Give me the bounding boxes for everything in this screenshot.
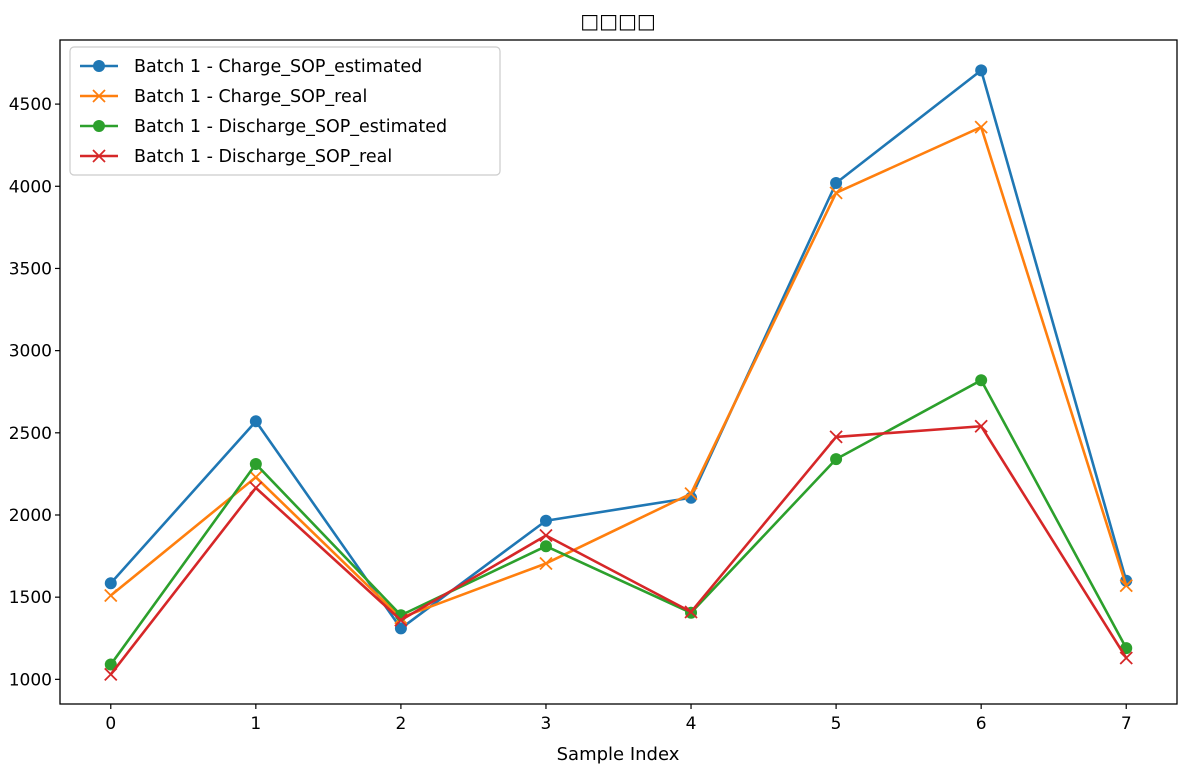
data-point	[684, 605, 698, 619]
x-tick-label: 0	[105, 714, 116, 734]
y-tick-label: 3500	[9, 259, 52, 279]
x-tick-label: 4	[686, 714, 697, 734]
y-axis: 1000 1500 2000 2500 3000 3500 4000 4500	[9, 95, 60, 690]
legend-marker	[92, 149, 106, 163]
data-point	[830, 453, 843, 466]
data-point	[539, 556, 553, 571]
x-tick-label: 3	[541, 714, 552, 734]
data-point	[104, 658, 117, 671]
data-point	[974, 120, 988, 134]
x-axis-title: Sample Index	[557, 744, 680, 765]
y-tick-label: 1000	[9, 670, 52, 690]
data-point	[104, 667, 118, 682]
legend: Batch 1 - Charge_SOP_estimated Batch 1 - …	[69, 46, 501, 176]
y-tick-label: 4500	[9, 95, 52, 115]
y-tick-label: 3000	[9, 342, 52, 362]
legend-marker	[93, 60, 105, 72]
data-point	[539, 528, 553, 543]
series-line	[109, 424, 1128, 676]
y-tick-label: 2500	[9, 424, 52, 444]
data-point	[249, 458, 262, 471]
x-tick-label: 5	[831, 714, 842, 734]
x-tick-label: 1	[250, 714, 261, 734]
data-point	[104, 588, 118, 603]
data-point	[249, 470, 263, 484]
legend-box	[69, 46, 501, 176]
legend-entry: Batch 1 - Discharge_SOP_real	[80, 147, 392, 167]
plot-area	[59, 39, 1178, 705]
series-2	[104, 374, 1133, 671]
data-point	[394, 622, 407, 635]
data-point	[539, 514, 552, 527]
y-tick-label: 4000	[9, 177, 52, 197]
series-line	[109, 125, 1128, 620]
data-point	[1119, 651, 1133, 665]
data-point	[539, 540, 552, 553]
legend-label: Batch 1 - Discharge_SOP_estimated	[134, 117, 447, 137]
legend-marker	[93, 120, 105, 132]
legend-entry: Batch 1 - Discharge_SOP_estimated	[80, 117, 447, 137]
legend-marker	[92, 89, 106, 103]
series-layer	[104, 64, 1133, 682]
data-point	[829, 186, 843, 200]
legend-entry: Batch 1 - Charge_SOP_real	[80, 87, 367, 107]
y-tick-label: 2000	[9, 506, 52, 526]
x-axis: 0 1 2 3 4 5 6 7	[105, 704, 1132, 734]
series-line	[109, 378, 1128, 666]
x-tick-label: 2	[395, 714, 406, 734]
data-point	[975, 64, 988, 77]
data-point	[1119, 579, 1133, 593]
data-point	[394, 613, 408, 627]
series-3	[104, 419, 1133, 682]
data-point	[975, 374, 988, 387]
x-tick-label: 6	[976, 714, 987, 734]
data-point	[104, 577, 117, 590]
data-point	[684, 486, 698, 501]
legend-label: Batch 1 - Charge_SOP_estimated	[134, 57, 422, 77]
data-point	[249, 481, 263, 495]
series-1	[104, 120, 1133, 625]
data-point	[829, 430, 843, 444]
series-line	[109, 69, 1128, 630]
x-tick-label: 7	[1121, 714, 1132, 734]
y-tick-label: 1500	[9, 588, 52, 608]
legend-label: Batch 1 - Charge_SOP_real	[134, 87, 367, 107]
chart-title: □□□□	[580, 9, 656, 33]
data-point	[830, 176, 843, 189]
data-point	[249, 415, 262, 428]
legend-label: Batch 1 - Discharge_SOP_real	[134, 147, 392, 167]
data-point	[974, 419, 988, 433]
legend-entry: Batch 1 - Charge_SOP_estimated	[80, 57, 422, 77]
